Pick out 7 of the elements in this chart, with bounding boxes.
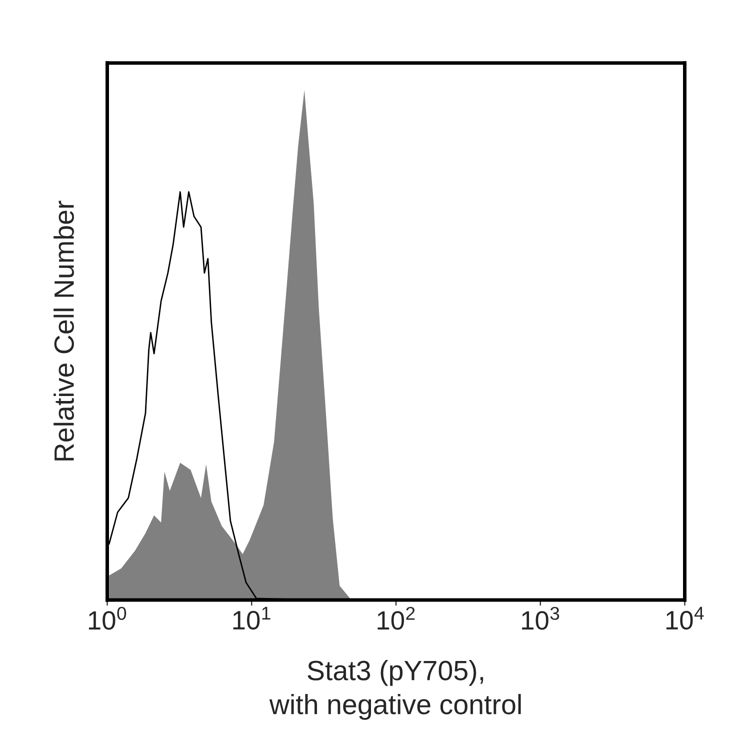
y-axis-title: Relative Cell Number — [54, 200, 74, 460]
x-tick-label: 10$^{2}$ — [378, 606, 415, 630]
x-tick-label: 10$^{1}$ — [233, 606, 270, 630]
x-axis-title: Stat3 (pY705), with negative control — [269, 660, 521, 720]
x-tick-label: 10$^{4}$ — [666, 606, 704, 630]
x-tick-label: 10$^{0}$ — [88, 606, 126, 630]
x-tick-label: 10$^{3}$ — [522, 606, 560, 630]
